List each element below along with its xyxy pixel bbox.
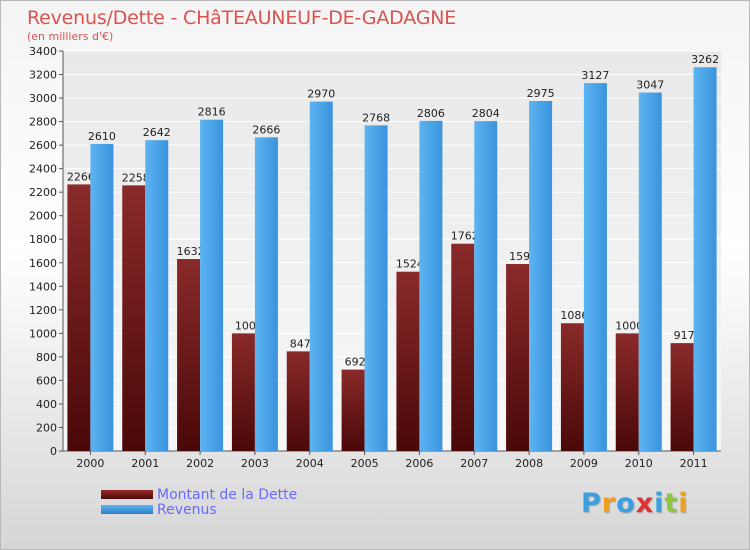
bar-revenue (693, 67, 717, 451)
y-tick-label: 2600 (29, 139, 57, 152)
data-label-debt: 100 (235, 319, 256, 332)
x-tick-label: 2007 (460, 457, 488, 470)
data-label-debt: 1524 (396, 258, 424, 271)
y-tick-label: 3400 (29, 45, 57, 58)
data-label-revenue: 2610 (88, 130, 116, 143)
data-label-debt: 1000 (615, 319, 643, 332)
data-label-revenue: 3047 (636, 79, 664, 92)
bar-debt (286, 351, 310, 451)
data-label-revenue: 2816 (198, 106, 226, 119)
x-tick-label: 2008 (515, 457, 543, 470)
y-tick-label: 3000 (29, 92, 57, 105)
bar-debt (560, 323, 584, 451)
data-label-revenue: 3127 (581, 69, 609, 82)
data-label-revenue: 2806 (417, 107, 445, 120)
logo-letter: i (678, 488, 689, 519)
bar-revenue (254, 137, 278, 451)
y-tick-label: 2800 (29, 116, 57, 129)
legend-item-revenue: Revenus (101, 502, 297, 517)
y-tick-label: 400 (36, 398, 57, 411)
x-tick-label: 2004 (296, 457, 324, 470)
chart-legend: Montant de la Dette Revenus (101, 487, 297, 517)
y-tick-label: 200 (36, 421, 57, 434)
logo-letter: t (664, 488, 679, 519)
bar-debt (122, 185, 146, 451)
logo-letter: P (581, 488, 602, 519)
bar-debt (670, 343, 694, 451)
y-tick-label: 2400 (29, 163, 57, 176)
y-tick-label: 1800 (29, 233, 57, 246)
bar-debt (451, 243, 475, 451)
logo-letter: r (601, 488, 617, 519)
bar-debt (396, 271, 420, 451)
x-tick-label: 2010 (625, 457, 653, 470)
x-tick-label: 2002 (186, 457, 214, 470)
legend-item-debt: Montant de la Dette (101, 487, 297, 502)
data-label-debt: 1762 (451, 230, 479, 243)
y-tick-label: 3200 (29, 69, 57, 82)
logo-letter: x (635, 488, 655, 519)
bar-revenue (145, 140, 169, 452)
x-tick-label: 2000 (76, 457, 104, 470)
y-tick-label: 2000 (29, 210, 57, 223)
bar-revenue (309, 101, 333, 452)
bar-revenue (419, 120, 443, 451)
bar-revenue (200, 119, 224, 452)
y-tick-label: 1000 (29, 327, 57, 340)
data-label-debt: 692 (345, 356, 366, 369)
y-tick-label: 1200 (29, 304, 57, 317)
y-tick-label: 1400 (29, 280, 57, 293)
legend-swatch-revenue (101, 505, 153, 514)
bar-revenue (90, 143, 114, 452)
logo-letter: o (616, 488, 636, 519)
x-tick-label: 2003 (241, 457, 269, 470)
data-label-revenue: 2970 (307, 88, 335, 101)
bar-debt (506, 263, 530, 451)
x-tick-label: 2006 (405, 457, 433, 470)
y-tick-label: 0 (50, 445, 57, 458)
data-label-revenue: 3262 (691, 53, 719, 66)
y-tick-label: 600 (36, 374, 57, 387)
bar-debt (231, 333, 255, 451)
x-tick-label: 2001 (131, 457, 159, 470)
plot-area (63, 51, 721, 451)
x-tick-label: 2005 (351, 457, 379, 470)
y-tick-label: 2200 (29, 186, 57, 199)
bar-revenue (638, 92, 662, 451)
data-label-debt: 2266 (67, 170, 95, 183)
data-label-revenue: 2642 (143, 126, 171, 139)
bar-revenue (529, 101, 553, 451)
bar-revenue (474, 121, 498, 451)
data-label-debt: 847 (290, 337, 311, 350)
data-label-revenue: 2975 (527, 87, 555, 100)
x-tick-label: 2011 (680, 457, 708, 470)
bar-debt (177, 259, 201, 451)
y-tick-label: 1600 (29, 257, 57, 270)
chart-subtitle: (en milliers d'€) (27, 30, 114, 43)
legend-label-revenue: Revenus (157, 501, 217, 518)
legend-swatch-debt (101, 490, 153, 499)
data-label-revenue: 2804 (472, 107, 500, 120)
bar-revenue (364, 125, 388, 452)
bar-debt (615, 333, 639, 451)
data-label-debt: 159 (509, 250, 530, 263)
data-label-debt: 1086 (560, 309, 588, 322)
bar-revenue (583, 83, 607, 451)
y-tick-label: 800 (36, 351, 57, 364)
proxiti-logo: Proxiti (581, 488, 689, 519)
x-tick-label: 2009 (570, 457, 598, 470)
data-label-debt: 1632 (177, 245, 205, 258)
bar-debt (341, 369, 365, 451)
data-label-revenue: 2666 (252, 123, 280, 136)
data-label-debt: 917 (674, 329, 695, 342)
bar-debt (67, 184, 91, 452)
legend-label-debt: Montant de la Dette (157, 486, 298, 503)
data-label-revenue: 2768 (362, 111, 390, 124)
data-label-debt: 2258 (122, 171, 150, 184)
logo-letter: i (654, 488, 665, 519)
chart-title: Revenus/Dette - CHâTEAUNEUF-DE-GADAGNE (27, 7, 457, 29)
